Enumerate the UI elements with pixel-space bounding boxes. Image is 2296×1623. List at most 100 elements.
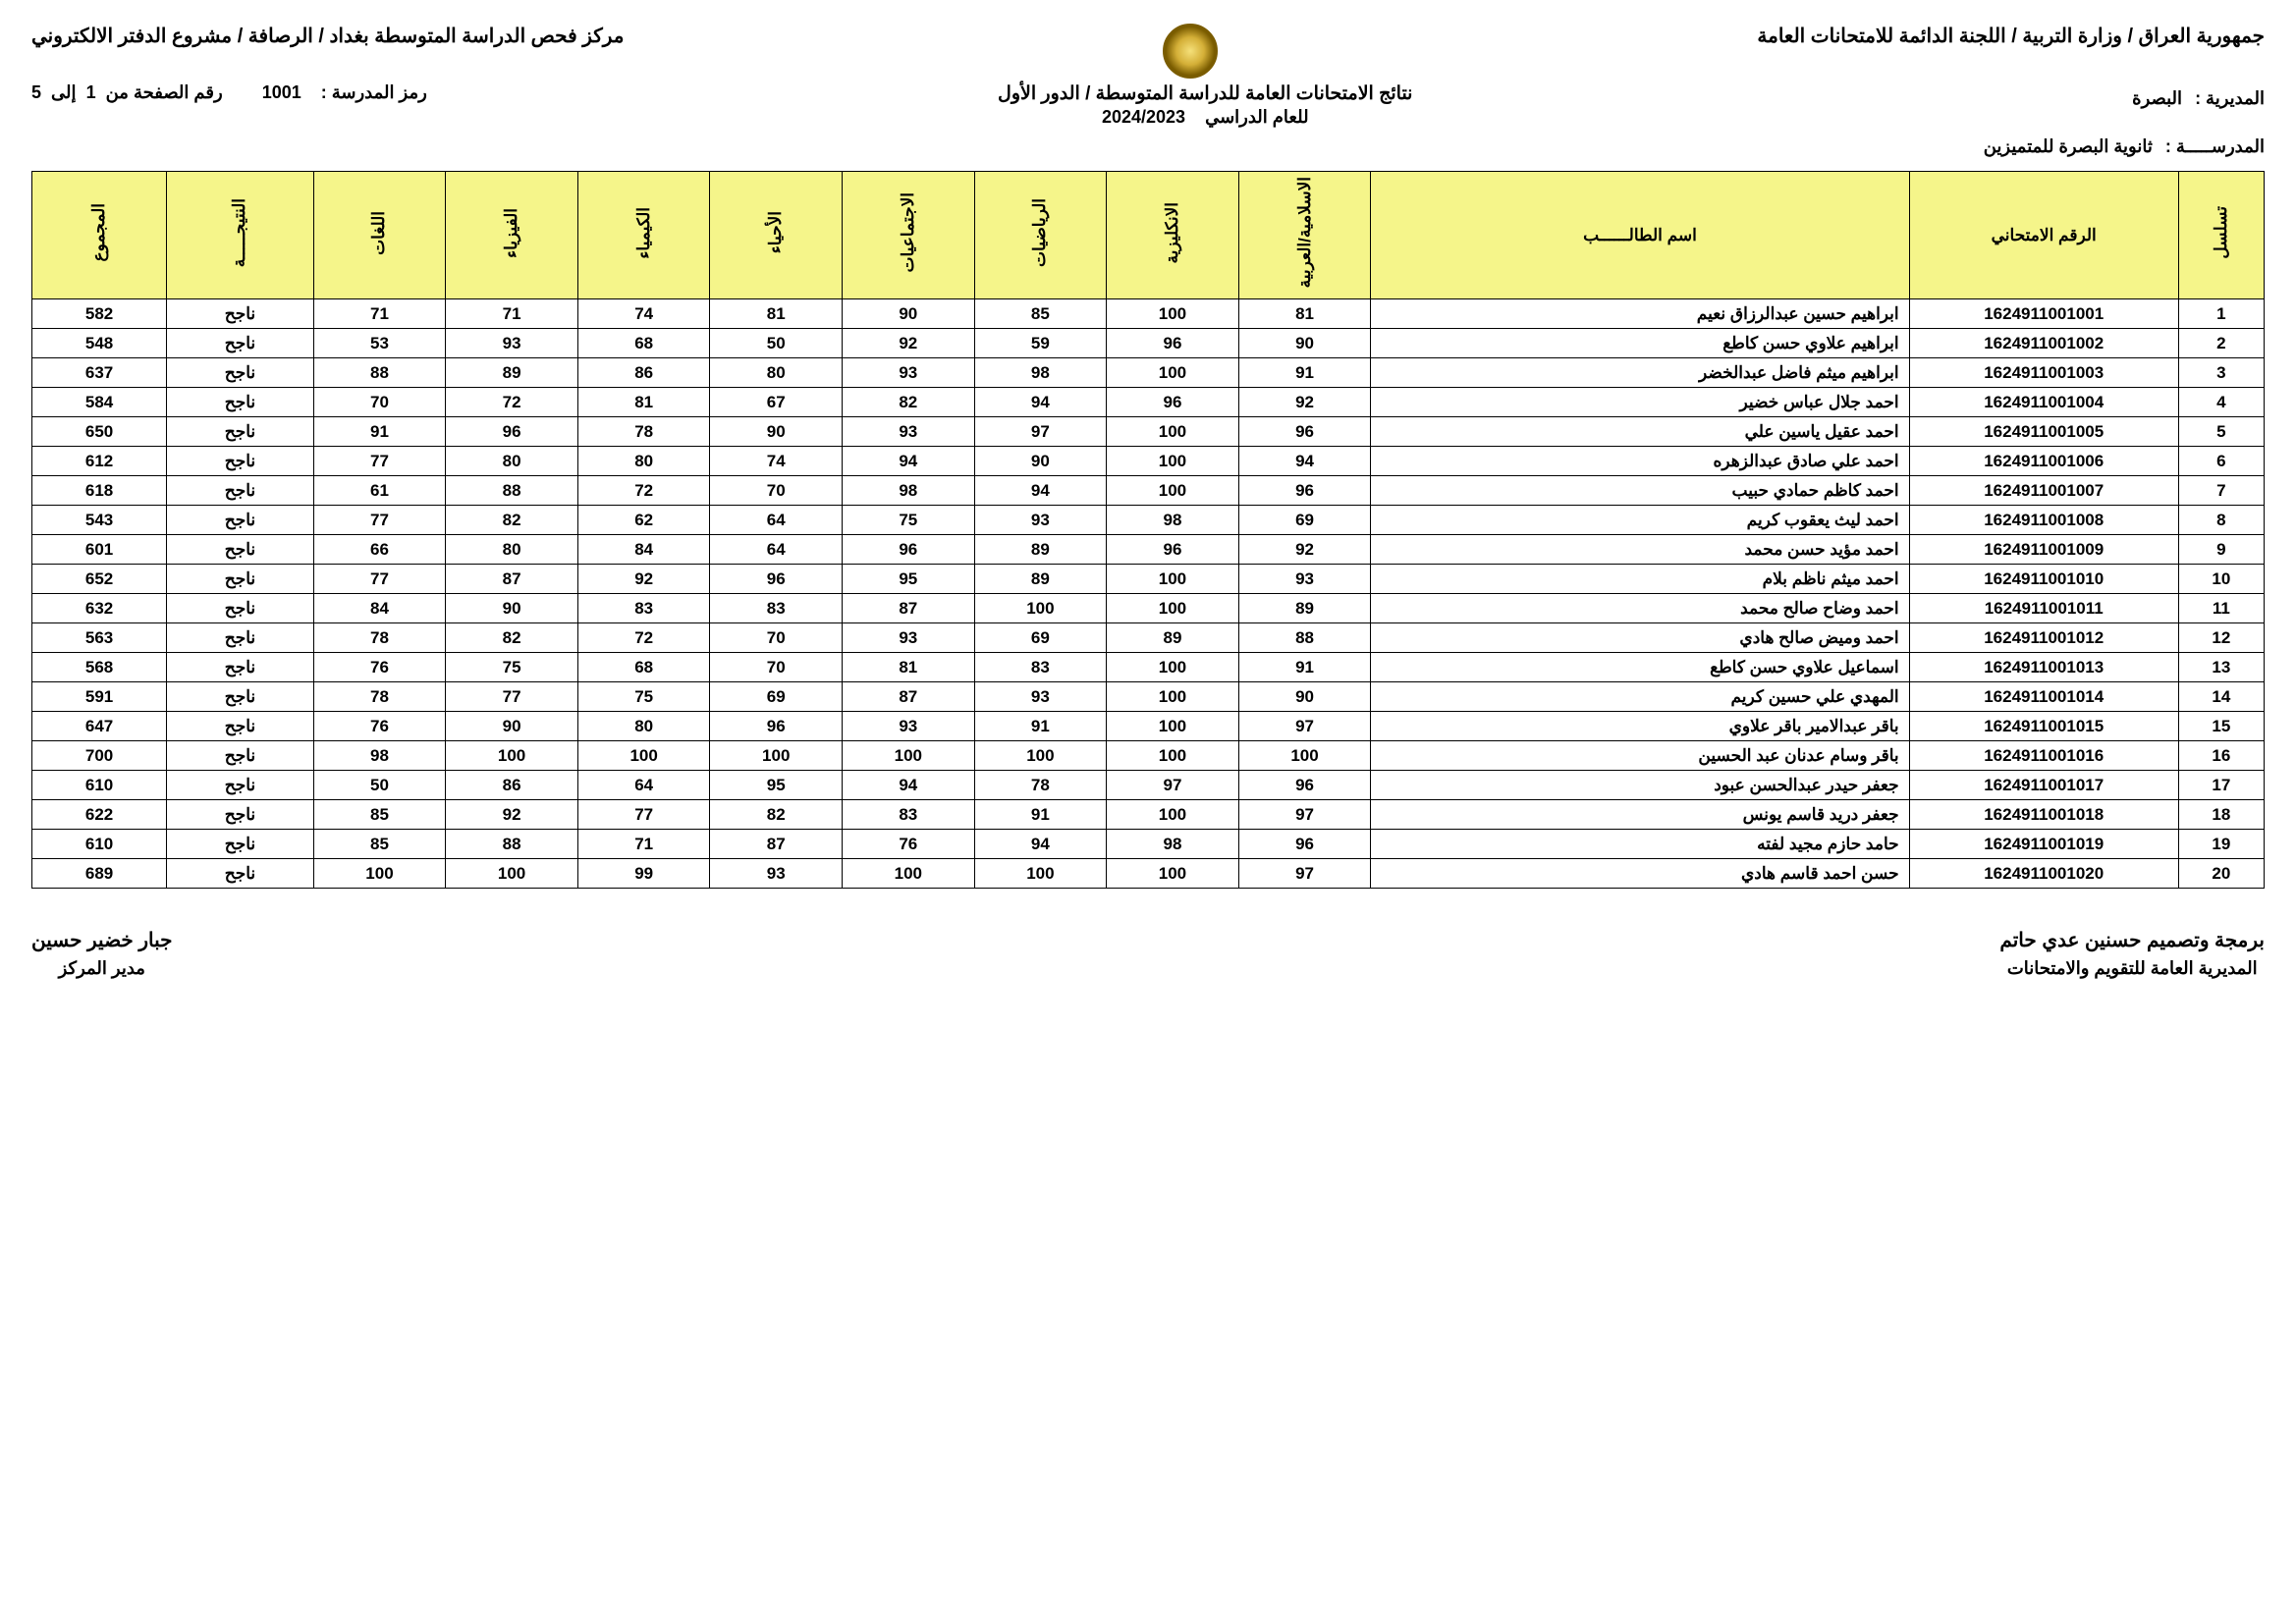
- cell-student-name: احمد وميض صالح هادي: [1371, 623, 1909, 653]
- table-header-row: تسلسل الرقم الامتحاني اسم الطالــــــب ا…: [32, 172, 2265, 299]
- col-exam-no: الرقم الامتحاني: [1909, 172, 2178, 299]
- cell-subject: 75: [843, 506, 975, 535]
- director-name: جبار خضير حسين: [31, 928, 173, 952]
- cell-total: 582: [32, 299, 167, 329]
- cell-subject: 100: [1107, 653, 1239, 682]
- col-chemistry: الكيمياء: [577, 172, 710, 299]
- results-title: نتائج الامتحانات العامة للدراسة المتوسطة…: [998, 82, 1412, 105]
- cell-subject: 98: [313, 741, 446, 771]
- table-row: 41624911001004احمد جلال عباس خضير9296948…: [32, 388, 2265, 417]
- col-seq: تسلسل: [2178, 172, 2264, 299]
- cell-subject: 84: [313, 594, 446, 623]
- cell-subject: 86: [446, 771, 578, 800]
- cell-student-name: احمد ميثم ناظم بلام: [1371, 565, 1909, 594]
- cell-subject: 93: [843, 623, 975, 653]
- director-title: مدير المركز: [31, 958, 173, 979]
- cell-subject: 93: [843, 417, 975, 447]
- cell-subject: 98: [1107, 830, 1239, 859]
- sub-header-row: المديرية : البصرة المدرســـــة : ثانوية …: [31, 82, 2265, 157]
- cell-exam-no: 1624911001018: [1909, 800, 2178, 830]
- footer-right-block: برمجة وتصميم حسنين عدي حاتم المديرية الع…: [1999, 928, 2265, 979]
- footer-left-block: جبار خضير حسين مدير المركز: [31, 928, 173, 979]
- cell-student-name: احمد كاظم حمادي حبيب: [1371, 476, 1909, 506]
- academic-year-line: للعام الدراسي 2024/2023: [998, 107, 1412, 128]
- cell-subject: 69: [1238, 506, 1371, 535]
- designer-name: برمجة وتصميم حسنين عدي حاتم: [1999, 928, 2265, 952]
- cell-subject: 100: [1238, 741, 1371, 771]
- cell-exam-no: 1624911001003: [1909, 358, 2178, 388]
- cell-subject: 96: [1238, 417, 1371, 447]
- cell-subject: 76: [843, 830, 975, 859]
- col-lugat: اللغات: [313, 172, 446, 299]
- ministry-logo-icon: [1163, 24, 1218, 79]
- directorate-block: المديرية : البصرة المدرســـــة : ثانوية …: [1984, 82, 2265, 157]
- school-code-value: 1001: [262, 82, 301, 102]
- cell-total: 591: [32, 682, 167, 712]
- cell-total: 543: [32, 506, 167, 535]
- table-body: 11624911001001ابراهيم حسين عبدالرزاق نعي…: [32, 299, 2265, 889]
- cell-subject: 76: [313, 712, 446, 741]
- cell-result: ناجح: [167, 682, 314, 712]
- cell-subject: 89: [446, 358, 578, 388]
- cell-student-name: ابراهيم ميثم فاضل عبدالخضر: [1371, 358, 1909, 388]
- cell-subject: 90: [1238, 329, 1371, 358]
- page-to-word: إلى: [51, 82, 77, 102]
- cell-subject: 50: [710, 329, 843, 358]
- cell-subject: 64: [710, 506, 843, 535]
- cell-subject: 82: [710, 800, 843, 830]
- cell-subject: 88: [313, 358, 446, 388]
- page-label: رقم الصفحة من: [106, 82, 223, 102]
- cell-result: ناجح: [167, 712, 314, 741]
- cell-subject: 92: [446, 800, 578, 830]
- cell-subject: 70: [710, 623, 843, 653]
- cell-total: 650: [32, 417, 167, 447]
- cell-subject: 86: [577, 358, 710, 388]
- cell-seq: 10: [2178, 565, 2264, 594]
- cell-subject: 80: [446, 447, 578, 476]
- cell-exam-no: 1624911001019: [1909, 830, 2178, 859]
- cell-exam-no: 1624911001002: [1909, 329, 2178, 358]
- cell-student-name: باقر وسام عدنان عبد الحسين: [1371, 741, 1909, 771]
- cell-subject: 93: [710, 859, 843, 889]
- table-row: 101624911001010احمد ميثم ناظم بلام931008…: [32, 565, 2265, 594]
- cell-subject: 89: [974, 565, 1107, 594]
- cell-subject: 53: [313, 329, 446, 358]
- cell-subject: 88: [446, 830, 578, 859]
- cell-total: 610: [32, 771, 167, 800]
- cell-total: 548: [32, 329, 167, 358]
- cell-subject: 62: [577, 506, 710, 535]
- cell-subject: 100: [1107, 417, 1239, 447]
- cell-total: 612: [32, 447, 167, 476]
- cell-subject: 78: [577, 417, 710, 447]
- cell-subject: 93: [843, 358, 975, 388]
- cell-total: 584: [32, 388, 167, 417]
- table-row: 111624911001011احمد وضاح صالح محمد891001…: [32, 594, 2265, 623]
- cell-subject: 70: [710, 476, 843, 506]
- cell-student-name: احمد وضاح صالح محمد: [1371, 594, 1909, 623]
- cell-subject: 88: [446, 476, 578, 506]
- cell-result: ناجح: [167, 358, 314, 388]
- cell-student-name: جعفر دريد قاسم يونس: [1371, 800, 1909, 830]
- table-row: 121624911001012احمد وميض صالح هادي888969…: [32, 623, 2265, 653]
- cell-seq: 5: [2178, 417, 2264, 447]
- cell-subject: 100: [1107, 447, 1239, 476]
- cell-subject: 100: [446, 741, 578, 771]
- cell-total: 689: [32, 859, 167, 889]
- cell-subject: 84: [577, 535, 710, 565]
- cell-subject: 100: [843, 741, 975, 771]
- table-row: 191624911001019حامد حازم مجيد لفته969894…: [32, 830, 2265, 859]
- cell-result: ناجح: [167, 653, 314, 682]
- table-row: 151624911001015باقر عبدالامير باقر علاوي…: [32, 712, 2265, 741]
- cell-subject: 100: [1107, 358, 1239, 388]
- cell-subject: 83: [843, 800, 975, 830]
- cell-result: ناجح: [167, 741, 314, 771]
- designer-title: المديرية العامة للتقويم والامتحانات: [1999, 958, 2265, 979]
- cell-student-name: ابراهيم حسين عبدالرزاق نعيم: [1371, 299, 1909, 329]
- cell-subject: 81: [710, 299, 843, 329]
- cell-student-name: حامد حازم مجيد لفته: [1371, 830, 1909, 859]
- cell-subject: 66: [313, 535, 446, 565]
- cell-subject: 83: [577, 594, 710, 623]
- cell-exam-no: 1624911001007: [1909, 476, 2178, 506]
- cell-exam-no: 1624911001020: [1909, 859, 2178, 889]
- cell-subject: 100: [974, 594, 1107, 623]
